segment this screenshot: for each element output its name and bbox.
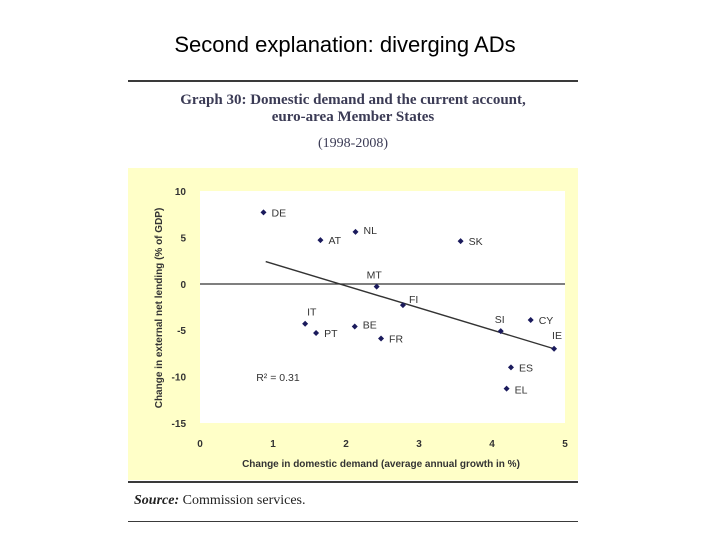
point-marker-sk [457,238,464,245]
trend-line [265,260,555,350]
y-tick-label: 10 [175,187,187,198]
x-tick-label: 1 [270,439,276,450]
y-tick-label: -5 [177,326,186,337]
x-tick-label: 0 [197,439,203,450]
point-label-fi: FI [409,294,418,306]
y-tick-label: 5 [180,233,186,244]
point-label-es: ES [519,362,533,374]
point-marker-nl [352,228,359,235]
point-marker-es [507,364,514,371]
point-marker-at [317,237,324,244]
bottom-rule-1 [128,481,578,483]
point-marker-de [260,209,267,216]
point-label-ie: IE [552,330,562,342]
x-tick-label: 3 [416,439,422,450]
x-tick-label: 4 [489,439,495,450]
point-label-mt: MT [367,270,383,282]
y-axis-label: Change in external net lending (% of GDP… [154,208,165,409]
graph-title-line1: Graph 30: Domestic demand and the curren… [180,92,526,108]
point-label-sk: SK [469,236,483,248]
y-axis: 10 5 0 -5 -10 -15 [172,187,187,430]
source-note: Source: Commission services. [134,493,306,509]
slide-title: Second explanation: diverging ADs [174,32,516,57]
source-text: Commission services. [179,493,306,508]
x-tick-label: 2 [343,439,349,450]
y-tick-label: -15 [172,419,187,430]
point-label-cy: CY [539,315,554,327]
point-label-de: DE [272,207,287,219]
point-label-it: IT [307,307,317,319]
point-marker-el [503,385,510,392]
source-label: Source: [134,493,180,508]
point-label-el: EL [515,385,528,397]
graph-title-line2: euro-area Member States [271,109,435,125]
point-label-fr: FR [389,334,403,346]
graph-title: Graph 30: Domestic demand and the curren… [128,92,578,126]
graph-subtitle: (1998-2008) [318,136,388,151]
point-marker-mt [373,283,380,290]
point-marker-it [302,320,309,327]
bottom-rule-2 [128,521,578,522]
x-axis: 0 1 2 3 4 5 [197,439,568,450]
point-marker-pt [313,329,320,336]
point-marker-be [351,323,358,330]
point-marker-fr [378,335,385,342]
point-marker-ie [551,345,558,352]
point-marker-fi [399,302,406,309]
point-label-pt: PT [324,328,338,340]
point-label-si: SI [495,314,505,326]
data-points: DE AT NL SK MT FI IT PT BE FR SI CY IE ES EL [260,207,562,397]
point-marker-cy [527,316,534,323]
y-tick-label: 0 [180,280,186,291]
plot-region [200,191,565,423]
plot-area: R² = 0.31 [200,191,565,423]
point-label-nl: NL [363,225,377,237]
x-axis-label: Change in domestic demand (average annua… [242,459,520,470]
r-squared-annotation: R² = 0.31 [256,372,300,384]
point-label-be: BE [363,319,377,331]
x-tick-label: 5 [562,439,568,450]
top-rule [128,80,578,82]
point-label-at: AT [328,235,341,247]
point-marker-si [497,328,504,335]
y-tick-label: -10 [172,373,187,384]
